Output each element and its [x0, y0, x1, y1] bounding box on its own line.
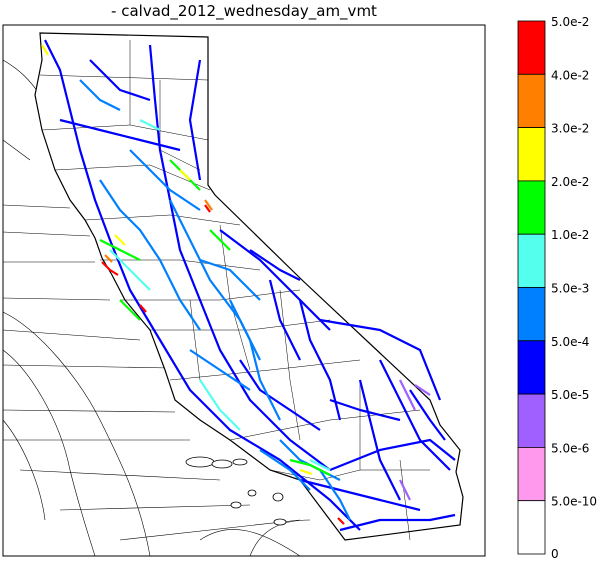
colorbar-swatch — [517, 73, 546, 129]
colorbar-tick-label: 5.0e-5 — [551, 388, 589, 402]
road-segment — [114, 234, 126, 246]
road-segment — [409, 389, 446, 441]
colorbar-swatch — [517, 500, 546, 555]
road-segment — [59, 118, 181, 152]
road-segment — [309, 459, 331, 471]
colorbar-tick-label: 5.0e-6 — [551, 441, 589, 455]
road-segment — [204, 199, 213, 211]
road-segment — [44, 39, 361, 531]
road-segment — [319, 318, 442, 401]
colorbar-tick-label: 3.0e-2 — [551, 122, 589, 136]
road-segment — [104, 254, 113, 263]
road-segment — [259, 449, 311, 491]
colorbar-tick-label: 2.0e-2 — [551, 175, 589, 189]
road-segment — [249, 249, 301, 281]
road-segment — [109, 249, 151, 291]
road-segment — [139, 119, 161, 131]
colorbar-tick-label: 1.0e-2 — [551, 228, 589, 242]
road-segment — [41, 44, 49, 56]
colorbar-tick-label: 4.0e-2 — [551, 68, 589, 82]
road-segment — [99, 179, 201, 331]
road-segment — [339, 513, 456, 532]
colorbar-tick-label: 5.0e-3 — [551, 282, 589, 296]
ocean-grid-lines — [2, 59, 311, 557]
road-segment — [289, 458, 331, 476]
road-segment — [148, 44, 331, 471]
road-segment — [188, 59, 202, 181]
road-segment — [399, 379, 416, 411]
road-segment — [329, 438, 456, 472]
road-segment — [399, 479, 411, 501]
road-segment — [299, 478, 421, 512]
islands — [185, 456, 287, 526]
road-segment — [209, 229, 231, 251]
colorbar-swatch — [517, 20, 546, 75]
road-segment — [189, 349, 251, 391]
road-segment — [319, 469, 351, 521]
road-segment — [179, 169, 191, 181]
road-segment — [101, 261, 119, 276]
colorbar-swatch — [517, 393, 546, 448]
road-segment — [414, 384, 431, 396]
california-outline — [34, 32, 464, 541]
colorbar-tick-label: 5.0e-4 — [551, 335, 589, 349]
colorbar-tick-label: 5.0e-2 — [551, 15, 589, 29]
map-plot — [2, 24, 486, 557]
road-network — [41, 39, 456, 532]
road-segment — [229, 299, 281, 421]
road-segment — [99, 239, 141, 261]
road-segment — [298, 299, 342, 421]
colorbar-tick-label: 5.0e-10 — [551, 495, 597, 509]
road-segment — [219, 229, 331, 331]
road-segment — [89, 59, 151, 102]
colorbar-tick-label: 0 — [551, 547, 559, 561]
map-title: - calvad_2012_wednesday_am_vmt — [111, 2, 377, 20]
colorbar-swatch — [517, 287, 546, 342]
road-segment — [204, 204, 211, 213]
road-segment — [129, 149, 201, 211]
road-segment — [239, 359, 321, 431]
road-segment — [119, 299, 141, 321]
colorbar-swatch — [517, 233, 546, 288]
road-segment — [199, 258, 261, 301]
road-segment — [199, 379, 241, 431]
colorbar-swatch — [517, 340, 546, 395]
colorbar-swatch — [517, 127, 546, 182]
colorbar-swatch — [517, 446, 546, 502]
road-segment — [139, 304, 147, 313]
colorbar-swatch — [517, 180, 546, 235]
road-segment — [337, 517, 345, 525]
road-segment — [329, 398, 401, 422]
road-segment — [358, 379, 401, 501]
road-segment — [379, 359, 451, 471]
road-segment — [79, 79, 121, 111]
road-segment — [268, 279, 301, 361]
road-segment — [299, 468, 313, 476]
